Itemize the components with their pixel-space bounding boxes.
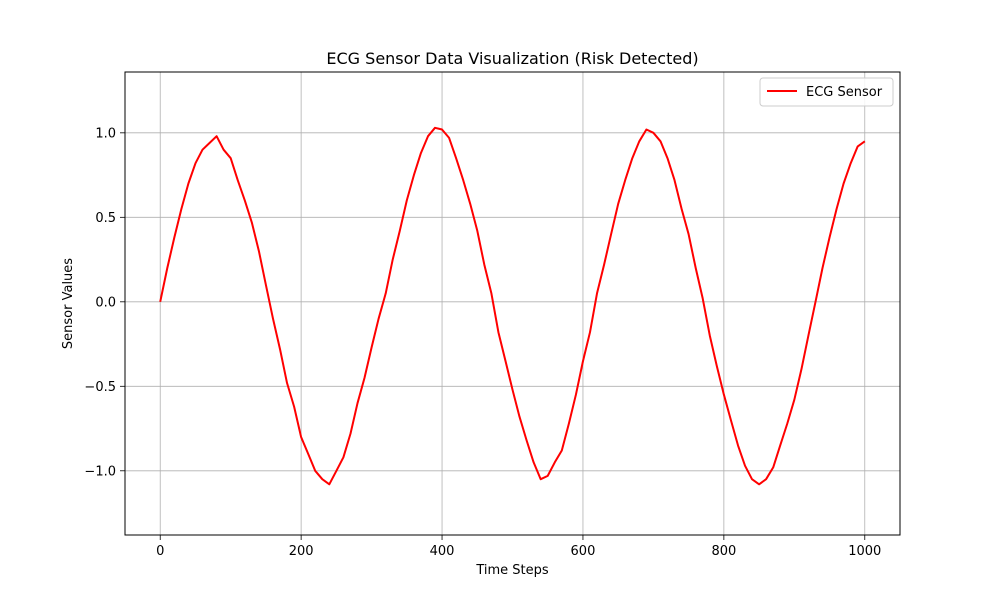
y-tick-label: 0.5: [95, 211, 116, 226]
chart-title: ECG Sensor Data Visualization (Risk Dete…: [326, 49, 698, 68]
x-tick-label: 0: [156, 544, 164, 559]
x-tick-label: 800: [711, 544, 736, 559]
x-tick-label: 400: [430, 544, 455, 559]
y-tick-label: 0.0: [95, 295, 116, 310]
plot-area: [159, 126, 866, 486]
legend-label-ecg-sensor: ECG Sensor: [806, 85, 883, 100]
ticks: 0 200 400 600 800 1000 −1.0 −0.5 0.0 0.5 1.0: [84, 126, 881, 559]
x-tick-label: 200: [289, 544, 314, 559]
axes-frame: [124, 71, 901, 536]
y-tick-label: −0.5: [84, 380, 116, 395]
x-axis-label: Time Steps: [475, 563, 549, 578]
series-line-ecg-sensor: [159, 126, 866, 486]
y-axis-label: Sensor Values: [61, 258, 76, 349]
y-tick-label: 1.0: [95, 126, 116, 141]
legend: ECG Sensor: [759, 77, 894, 107]
y-tick-label: −1.0: [84, 464, 116, 479]
legend-box: [759, 77, 894, 107]
x-tick-label: 600: [571, 544, 596, 559]
x-tick-label: 1000: [848, 544, 881, 559]
